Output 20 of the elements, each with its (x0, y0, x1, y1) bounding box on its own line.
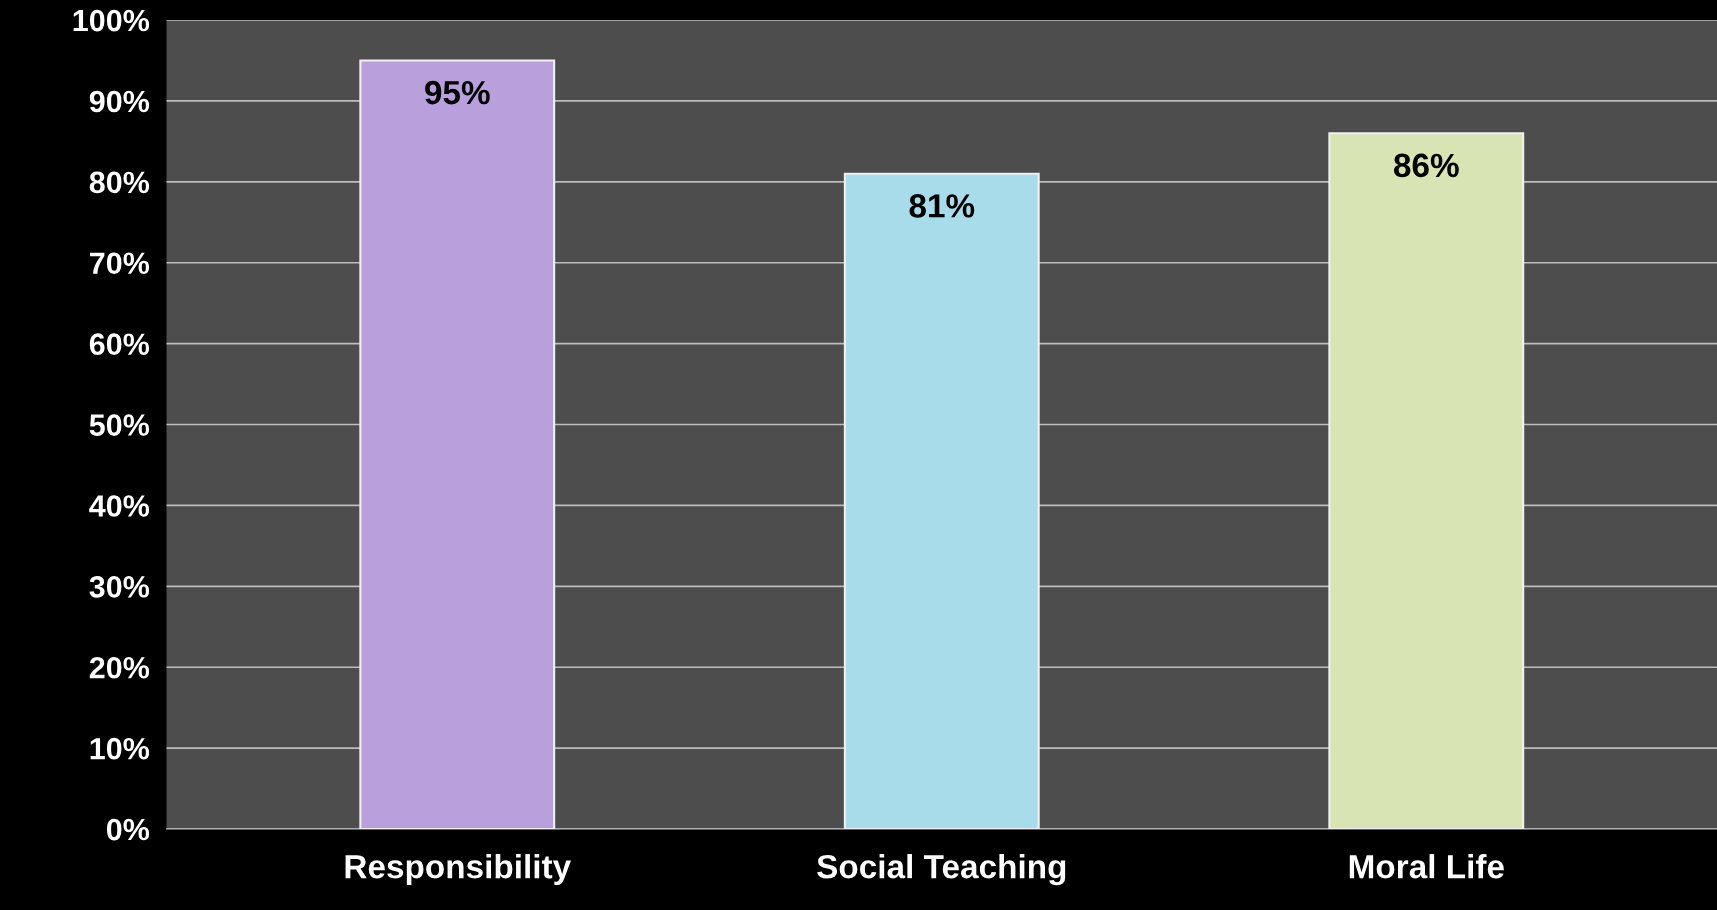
y-tick-label: 50% (89, 414, 150, 436)
y-tick-label: 80% (89, 171, 150, 194)
y-tick-label: 30% (89, 576, 150, 598)
y-tick-label: 40% (89, 495, 150, 517)
bar (359, 59, 556, 830)
bar (1328, 132, 1525, 830)
x-tick-label: Responsibility (345, 854, 571, 886)
data-label: 81% (909, 194, 975, 218)
y-tick-label: 0% (106, 818, 150, 841)
y-tick-label: 100% (73, 9, 150, 32)
y-tick-label: 20% (89, 656, 150, 679)
y-tick-label: 90% (89, 90, 150, 113)
y-tick-label: 70% (90, 252, 150, 275)
y-tick-label: 10% (90, 737, 150, 760)
data-label: 86% (1393, 153, 1459, 178)
data-label: 95% (425, 80, 490, 105)
x-tick-label: Social Teaching (817, 854, 1066, 886)
y-tick-label: 60% (89, 333, 150, 355)
x-tick-label: Moral Life (1349, 854, 1504, 879)
bar (843, 172, 1040, 830)
